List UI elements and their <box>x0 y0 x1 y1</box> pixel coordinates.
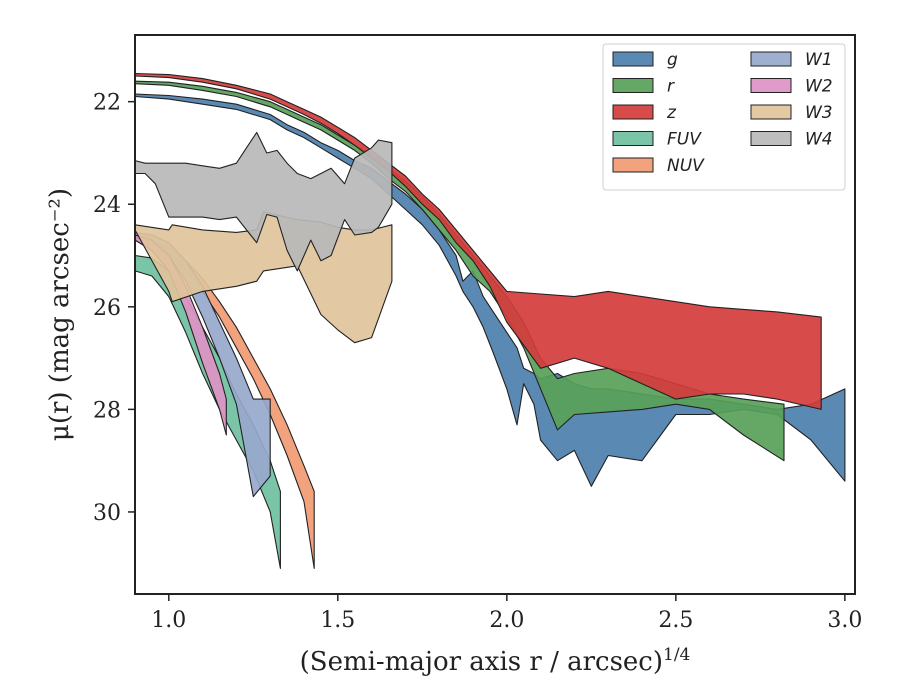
x-tick-label: 1.5 <box>320 608 355 633</box>
x-tick-label: 2.5 <box>658 608 693 633</box>
legend-label-w2: W2 <box>805 77 833 97</box>
y-tick-label: 24 <box>93 193 121 218</box>
legend-swatch-fuv <box>612 131 654 146</box>
legend-swatch-w3 <box>750 104 792 120</box>
legend: grz FUV NUV W1 W2 W3 W4 <box>602 43 846 191</box>
band-w4 <box>134 131 393 272</box>
y-tick-label: 26 <box>93 296 121 321</box>
legend-label-w3: W3 <box>805 103 833 123</box>
legend-swatch-g <box>612 51 654 67</box>
legend-swatch-w4 <box>750 131 792 146</box>
legend-label-fuv: FUV <box>667 130 702 150</box>
legend-swatch-z <box>612 104 654 120</box>
x-tick-label: 3.0 <box>827 608 862 633</box>
axis-ticks: 1.0 1.5 2.0 2.5 3.0 22 24 26 28 30 <box>93 91 862 633</box>
legend-swatch-w1 <box>750 51 792 67</box>
band-layer <box>134 72 846 569</box>
legend-label-nuv: NUV <box>667 156 705 176</box>
legend-swatch-w2 <box>750 78 792 93</box>
x-tick-label: 1.0 <box>151 608 186 633</box>
legend-label-g: g <box>667 50 678 70</box>
band-z <box>134 72 822 410</box>
y-tick-label: 28 <box>93 398 121 423</box>
x-tick-label: 2.0 <box>489 608 524 633</box>
legend-label-w4: W4 <box>805 130 833 150</box>
x-axis-label-superscript: 1/4 <box>663 645 690 665</box>
legend-swatch-nuv <box>612 157 654 173</box>
y-tick-label: 30 <box>93 501 121 526</box>
x-axis-label-main: (Semi-major axis r / arcsec) <box>300 647 663 677</box>
legend-swatch-r <box>612 78 654 93</box>
legend-label-w1: W1 <box>805 50 833 70</box>
legend-label-z: z <box>666 103 677 123</box>
y-axis-label: μ(r) (mag arcsec⁻²) <box>45 188 75 441</box>
plot-frame <box>134 34 856 595</box>
y-tick-label: 22 <box>93 91 121 116</box>
legend-label-r: r <box>667 77 675 97</box>
x-axis-label: (Semi-major axis r / arcsec)1/4 <box>300 645 691 677</box>
